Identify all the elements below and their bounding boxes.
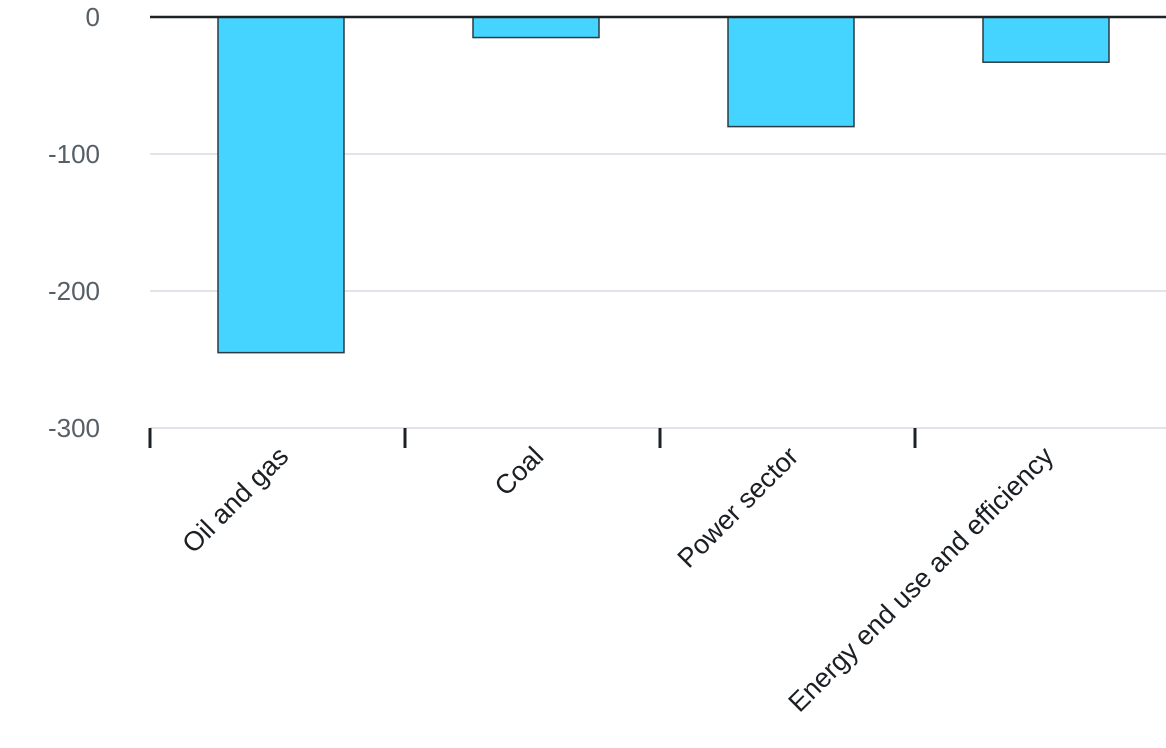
y-tick-label: -300 <box>48 413 100 443</box>
y-axis-tick-labels: 0 -100 -200 -300 <box>48 2 100 443</box>
y-tick-label: 0 <box>86 2 100 32</box>
bar <box>472 16 600 39</box>
bar <box>727 16 855 128</box>
x-tick-label: Oil and gas <box>176 441 294 559</box>
bar <box>982 16 1110 63</box>
x-tick-label: Coal <box>489 441 549 501</box>
x-tick-label: Power sector <box>672 441 805 574</box>
axes <box>148 15 1166 448</box>
bar <box>217 16 345 354</box>
y-tick-label: -100 <box>48 139 100 169</box>
bars <box>217 16 1110 354</box>
y-tick-label: -200 <box>48 276 100 306</box>
x-tick-label: Energy end use and efficiency <box>783 441 1060 718</box>
